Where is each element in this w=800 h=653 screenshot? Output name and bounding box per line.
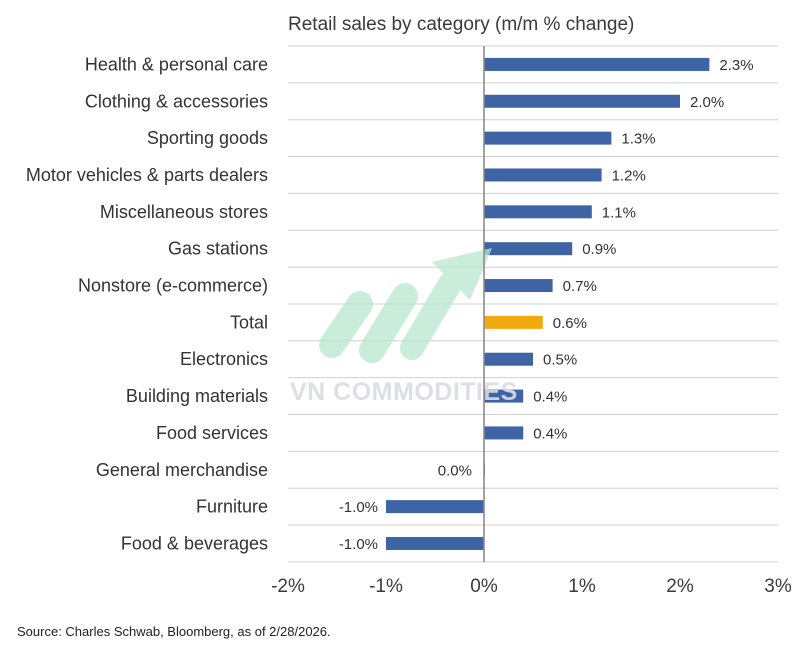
value-label: 0.4% [533,425,567,442]
value-label: -1.0% [339,536,378,553]
category-label: Gas stations [168,239,268,259]
bar [386,536,484,550]
category-label: Furniture [196,497,268,517]
value-label: 2.0% [690,94,724,111]
value-label: 0.6% [553,315,587,332]
category-label: Miscellaneous stores [100,202,268,222]
category-label: Nonstore (e-commerce) [78,276,268,296]
x-tick-label: 1% [568,576,596,597]
logo-stroke [319,291,373,358]
category-label: General merchandise [96,460,268,480]
category-labels: Health & personal care Clothing & accesso… [26,54,268,553]
x-axis: -2% -1% 0% 1% 2% 3% [271,46,792,597]
x-tick-label: -1% [369,576,403,597]
value-labels: 2.3% 2.0% 1.3% 1.2% 1.1% 0.9% 0.7% 0.6% 0.5% 0.4%… [339,57,754,553]
category-label: Clothing & accessories [85,91,268,111]
logo-arrowhead [432,248,492,300]
category-label: Building materials [126,386,268,406]
logo-stroke [400,272,462,360]
bar-total [484,315,543,329]
bar [484,352,533,366]
value-label: 1.3% [621,131,655,148]
bar [484,279,553,293]
watermark: VN COMMODITIES [290,248,518,406]
x-tick-label: 0% [470,576,498,597]
value-label: 0.5% [543,352,577,369]
category-label: Food services [156,423,268,443]
grid-lines [288,45,778,563]
value-label: 2.3% [719,57,753,74]
bar [484,94,680,108]
x-tick-label: -2% [271,576,305,597]
value-label: 1.2% [612,167,646,184]
value-label: 0.0% [438,462,472,479]
bar [484,426,524,440]
logo-stroke [359,283,418,363]
category-label: Motor vehicles & parts dealers [26,165,268,185]
value-label: 0.4% [533,389,567,406]
bar [484,205,592,219]
bar [484,57,710,71]
category-label: Food & beverages [121,533,268,553]
x-tick-label: 3% [764,576,792,597]
bar [386,500,484,514]
bars [386,57,710,550]
rising-arrow-logo-icon [319,248,492,363]
watermark-text: VN COMMODITIES [290,378,518,406]
bar [484,389,524,403]
x-tick-label: 2% [666,576,694,597]
chart-title: Retail sales by category (m/m % change) [288,14,634,35]
bar [484,131,612,145]
value-label: -1.0% [339,499,378,516]
value-label: 0.9% [582,241,616,258]
category-label: Health & personal care [85,54,268,74]
category-label: Total [230,312,268,332]
source-note: Source: Charles Schwab, Bloomberg, as of… [17,624,331,639]
bar [484,168,602,182]
bar [484,242,573,256]
value-label: 1.1% [602,204,636,221]
value-label: 0.7% [563,278,597,295]
category-label: Electronics [180,349,268,369]
category-label: Sporting goods [147,128,268,148]
